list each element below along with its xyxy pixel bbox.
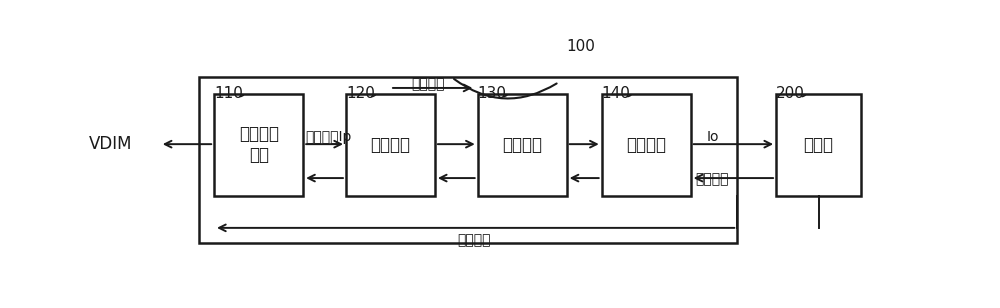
Text: 滤波电路: 滤波电路: [626, 136, 666, 154]
Bar: [478, 94, 567, 196]
Bar: [346, 94, 435, 196]
Text: 200: 200: [776, 86, 805, 101]
Text: 120: 120: [346, 86, 375, 101]
Text: 激励转换
电路: 激励转换 电路: [239, 125, 279, 164]
Text: 激励信号: 激励信号: [412, 77, 445, 91]
Text: 100: 100: [567, 39, 596, 55]
Text: 调光信号: 调光信号: [457, 233, 490, 247]
Text: 调光信号: 调光信号: [696, 172, 729, 186]
Text: 140: 140: [602, 86, 631, 101]
Text: 整流电路: 整流电路: [502, 136, 542, 154]
Text: 130: 130: [478, 86, 507, 101]
Text: 调光器: 调光器: [804, 136, 834, 154]
Text: Io: Io: [706, 130, 719, 144]
Bar: [199, 77, 737, 243]
Text: 激励信号Ip: 激励信号Ip: [306, 130, 352, 144]
Text: 110: 110: [214, 86, 243, 101]
Bar: [776, 94, 861, 196]
Bar: [214, 94, 303, 196]
Bar: [602, 94, 691, 196]
Text: VDIM: VDIM: [89, 135, 133, 153]
Text: 隔离电路: 隔离电路: [370, 136, 410, 154]
